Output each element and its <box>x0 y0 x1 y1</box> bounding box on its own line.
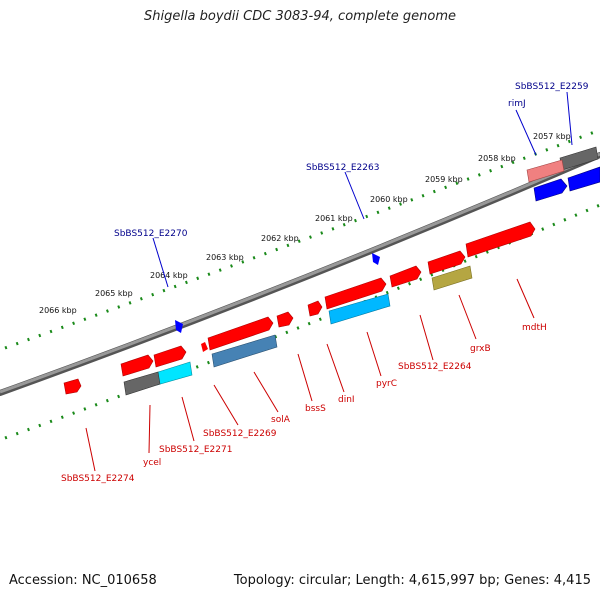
gene-label-SbBS512_E2270[interactable]: SbBS512_E2270 <box>114 229 188 239</box>
gene-grey-lower[interactable] <box>123 371 161 396</box>
scale-label-2057: 2057 kbp <box>533 132 571 141</box>
gene-rimJ[interactable] <box>526 159 565 183</box>
gene-small-red-1[interactable] <box>276 311 294 328</box>
gene-pyrC[interactable] <box>328 293 391 325</box>
scale-label-2064: 2064 kbp <box>150 271 188 280</box>
top-leader-lines <box>152 91 573 288</box>
gene-SbBS512_E2264[interactable] <box>427 250 466 275</box>
gene-label-solA[interactable]: solA <box>271 415 291 425</box>
gene-label-SbBS512_E2264[interactable]: SbBS512_E2264 <box>398 362 472 372</box>
gene-dinI[interactable] <box>324 277 387 310</box>
gene-blue-2[interactable] <box>567 166 600 192</box>
gene-mdtH[interactable] <box>465 221 536 258</box>
scale-label-2062: 2062 kbp <box>261 234 299 243</box>
scale-label-2066: 2066 kbp <box>39 306 77 315</box>
gene-label-bssS[interactable]: bssS <box>305 404 326 414</box>
gene-label-mdtH[interactable]: mdtH <box>522 323 547 333</box>
scale-label-2061: 2061 kbp <box>315 214 353 223</box>
gene-bssS[interactable] <box>307 300 323 317</box>
scale-label-2058: 2058 kbp <box>478 154 516 163</box>
gene-track-forward <box>63 221 536 395</box>
gene-label-SbBS512_E2271[interactable]: SbBS512_E2271 <box>159 445 232 455</box>
gene-label-SbBS512_E2259[interactable]: SbBS512_E2259 <box>515 82 589 92</box>
gene-SbBS512_E2269[interactable] <box>153 345 187 368</box>
gene-label-SbBS512_E2263[interactable]: SbBS512_E2263 <box>306 163 379 173</box>
gene-cluster-right <box>526 146 600 202</box>
gene-label-dinI[interactable]: dinI <box>338 395 355 405</box>
gene-track-reverse <box>123 265 473 396</box>
gene-tiny-red[interactable] <box>201 342 208 352</box>
scale-label-2059: 2059 kbp <box>425 175 463 184</box>
gene-SbBS512_E2274[interactable] <box>63 378 82 395</box>
gene-label-rimJ[interactable]: rimJ <box>508 99 526 109</box>
footer-summary: Topology: circular; Length: 4,615,997 bp… <box>233 573 591 588</box>
footer-accession: Accession: NC_010658 <box>9 573 157 588</box>
bottom-leader-lines <box>85 278 535 472</box>
gene-blue-1[interactable] <box>533 178 568 202</box>
scale-label-2060: 2060 kbp <box>370 195 408 204</box>
marker-blue-upper[interactable] <box>372 253 380 265</box>
gene-steel-blue[interactable] <box>211 334 278 368</box>
gene-label-SbBS512_E2269[interactable]: SbBS512_E2269 <box>203 429 277 439</box>
gene-label-grxB[interactable]: grxB <box>470 344 491 354</box>
gene-grxB[interactable] <box>431 265 473 291</box>
scale-label-2063: 2063 kbp <box>206 253 244 262</box>
genome-backbone-highlight <box>0 152 600 394</box>
scale-label-2065: 2065 kbp <box>95 289 133 298</box>
gene-pyrC-upstream[interactable] <box>389 265 422 288</box>
gene-label-ycel[interactable]: ycel <box>143 458 161 468</box>
gene-solA[interactable] <box>207 316 274 351</box>
gene-SbBS512_E2271[interactable] <box>120 354 154 377</box>
page-title: Shigella boydii CDC 3083-94, complete ge… <box>143 9 457 24</box>
gene-label-pyrC[interactable]: pyrC <box>376 379 397 389</box>
gene-label-SbBS512_E2274[interactable]: SbBS512_E2274 <box>61 474 135 484</box>
marker-blue-lower[interactable] <box>175 320 183 333</box>
genome-backbone <box>0 152 600 396</box>
